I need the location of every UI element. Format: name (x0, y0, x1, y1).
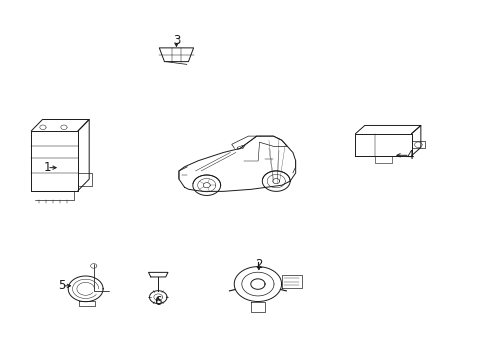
Text: 6: 6 (154, 295, 162, 308)
Text: 3: 3 (172, 34, 180, 47)
Text: 5: 5 (58, 279, 65, 292)
Text: 2: 2 (255, 258, 262, 271)
Text: 4: 4 (405, 149, 413, 162)
Text: 1: 1 (43, 161, 51, 174)
